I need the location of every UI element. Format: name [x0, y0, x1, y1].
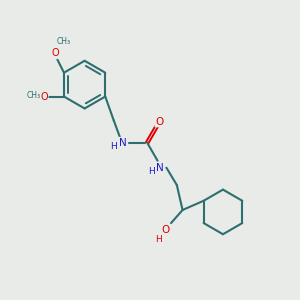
Text: O: O: [155, 116, 164, 127]
Text: O: O: [161, 225, 170, 235]
Text: CH₃: CH₃: [57, 38, 71, 46]
Text: CH₃: CH₃: [26, 91, 40, 100]
Text: O: O: [40, 92, 48, 101]
Text: N: N: [119, 138, 127, 148]
Text: H: H: [110, 142, 117, 151]
Text: H: H: [155, 235, 162, 244]
Text: N: N: [156, 163, 164, 173]
Text: O: O: [52, 48, 59, 58]
Text: H: H: [148, 167, 154, 176]
